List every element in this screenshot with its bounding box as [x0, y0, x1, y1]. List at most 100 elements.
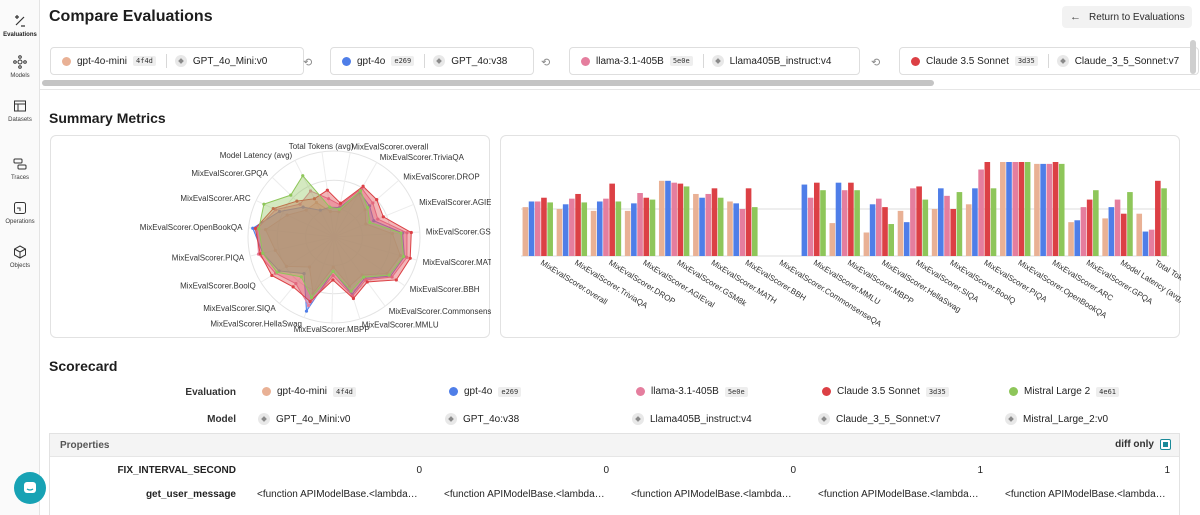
- bar-llama-3.1-405B[interactable]: [944, 195, 950, 256]
- eval-chip-1[interactable]: gpt-4o e269 GPT_4o:v38: [330, 47, 534, 75]
- swap-icon[interactable]: ⟲: [541, 57, 551, 69]
- radar-point[interactable]: [325, 188, 329, 192]
- radar-point[interactable]: [351, 296, 356, 301]
- radar-point[interactable]: [409, 230, 413, 235]
- bar-gpt-4o-mini[interactable]: [590, 210, 597, 256]
- scorecard-model-1[interactable]: GPT_4o:v38: [445, 413, 519, 425]
- radar-point[interactable]: [363, 208, 367, 212]
- radar-point[interactable]: [372, 219, 376, 223]
- bar-gpt-4o[interactable]: [1108, 207, 1115, 256]
- scorecard-eval-2[interactable]: llama-3.1-405B 5e0e: [636, 386, 748, 397]
- bar-Mistral Large 2[interactable]: [990, 188, 997, 256]
- bar-Mistral Large 2[interactable]: [1024, 162, 1031, 256]
- radar-point[interactable]: [306, 303, 311, 308]
- bar-gpt-4o-mini[interactable]: [556, 209, 563, 256]
- radar-point[interactable]: [338, 201, 343, 205]
- radar-point[interactable]: [331, 274, 335, 278]
- radar-point[interactable]: [277, 209, 282, 214]
- bar-gpt-4o[interactable]: [801, 184, 808, 256]
- bar-gpt-4o-mini[interactable]: [863, 232, 870, 257]
- sidebar-item-operations[interactable]: Operations: [0, 201, 40, 225]
- bar-gpt-4o-mini[interactable]: [1000, 162, 1006, 256]
- radar-point[interactable]: [304, 309, 309, 313]
- radar-point[interactable]: [365, 280, 369, 284]
- bar-llama-3.1-405B[interactable]: [534, 201, 541, 256]
- bar-gpt-4o[interactable]: [938, 188, 944, 256]
- bar-gpt-4o-mini[interactable]: [658, 180, 665, 256]
- radar-point[interactable]: [309, 295, 314, 300]
- bar-llama-3.1-405B[interactable]: [671, 182, 677, 256]
- bar-gpt-4o-mini[interactable]: [1102, 218, 1108, 256]
- scorecard-eval-1[interactable]: gpt-4o e269: [449, 386, 522, 397]
- radar-point[interactable]: [270, 273, 274, 278]
- bar-gpt-4o[interactable]: [1074, 220, 1081, 256]
- radar-point[interactable]: [358, 189, 363, 193]
- radar-point[interactable]: [263, 228, 268, 232]
- bar-Claude 3.5 Sonnet[interactable]: [813, 182, 820, 256]
- bar-gpt-4o[interactable]: [903, 222, 910, 256]
- bar-llama-3.1-405B[interactable]: [739, 209, 746, 256]
- vertical-scrollbar[interactable]: [1190, 40, 1196, 515]
- bar-Mistral Large 2[interactable]: [649, 199, 656, 256]
- bar-Claude 3.5 Sonnet[interactable]: [1086, 199, 1093, 256]
- radar-series-Claude 3.5 Sonnet[interactable]: [254, 185, 412, 303]
- bar-llama-3.1-405B[interactable]: [1080, 207, 1087, 256]
- diff-only-checkbox[interactable]: [1160, 439, 1171, 450]
- radar-point[interactable]: [366, 205, 370, 210]
- radar-point[interactable]: [314, 200, 319, 205]
- bar-Mistral Large 2[interactable]: [854, 190, 860, 256]
- bar-gpt-4o-mini[interactable]: [693, 193, 699, 256]
- scorecard-model-0[interactable]: GPT_4o_Mini:v0: [258, 413, 350, 425]
- bar-gpt-4o[interactable]: [972, 188, 978, 256]
- scrollbar-thumb[interactable]: [1190, 40, 1196, 74]
- radar-point[interactable]: [262, 202, 266, 206]
- bar-Claude 3.5 Sonnet[interactable]: [745, 188, 752, 256]
- radar-point[interactable]: [401, 254, 406, 259]
- bar-gpt-4o-mini[interactable]: [624, 210, 631, 256]
- bar-llama-3.1-405B[interactable]: [637, 193, 643, 256]
- scorecard-model-2[interactable]: Llama405B_instruct:v4: [632, 413, 752, 425]
- bar-llama-3.1-405B[interactable]: [876, 198, 882, 256]
- radar-point[interactable]: [294, 281, 298, 286]
- radar-point[interactable]: [291, 285, 295, 289]
- radar-point[interactable]: [275, 270, 279, 274]
- bar-gpt-4o-mini[interactable]: [1068, 222, 1074, 256]
- radar-point[interactable]: [331, 278, 335, 282]
- bar-Claude 3.5 Sonnet[interactable]: [1120, 213, 1127, 256]
- bar-Claude 3.5 Sonnet[interactable]: [984, 162, 991, 256]
- bar-Mistral Large 2[interactable]: [922, 199, 929, 256]
- radar-point[interactable]: [301, 205, 305, 209]
- bar-gpt-4o-mini[interactable]: [1034, 163, 1040, 256]
- chat-support-button[interactable]: [14, 472, 46, 504]
- swap-icon[interactable]: ⟲: [871, 57, 881, 69]
- sidebar-item-evaluations[interactable]: Evaluations: [0, 14, 40, 38]
- bar-gpt-4o[interactable]: [528, 201, 535, 256]
- radar-point[interactable]: [349, 289, 353, 293]
- sidebar-item-traces[interactable]: Traces: [0, 157, 40, 181]
- radar-point[interactable]: [318, 208, 322, 212]
- radar-point[interactable]: [285, 213, 289, 217]
- eval-chip-0[interactable]: gpt-4o-mini 4f4d GPT_4o_Mini:v0: [50, 47, 304, 75]
- radar-series-gpt-4o-mini[interactable]: [264, 192, 401, 295]
- radar-point[interactable]: [405, 255, 409, 259]
- bar-gpt-4o[interactable]: [835, 182, 842, 256]
- bar-Claude 3.5 Sonnet[interactable]: [541, 197, 547, 256]
- bar-Mistral Large 2[interactable]: [956, 192, 963, 256]
- bar-gpt-4o[interactable]: [1040, 163, 1046, 256]
- bar-Mistral Large 2[interactable]: [820, 190, 826, 256]
- bar-Mistral Large 2[interactable]: [581, 202, 588, 256]
- bar-Claude 3.5 Sonnet[interactable]: [1155, 180, 1161, 256]
- radar-point[interactable]: [299, 275, 303, 279]
- bar-gpt-4o[interactable]: [562, 204, 569, 256]
- bar-llama-3.1-405B[interactable]: [1012, 162, 1019, 256]
- bar-Claude 3.5 Sonnet[interactable]: [643, 197, 650, 256]
- radar-point[interactable]: [387, 273, 391, 277]
- scorecard-eval-0[interactable]: gpt-4o-mini 4f4d: [262, 386, 356, 397]
- radar-point[interactable]: [295, 199, 299, 203]
- radar-point[interactable]: [302, 271, 306, 276]
- radar-point[interactable]: [251, 226, 255, 230]
- radar-point[interactable]: [361, 184, 365, 188]
- bar-llama-3.1-405B[interactable]: [910, 188, 916, 256]
- bar-Claude 3.5 Sonnet[interactable]: [950, 209, 957, 256]
- bar-llama-3.1-405B[interactable]: [978, 169, 984, 256]
